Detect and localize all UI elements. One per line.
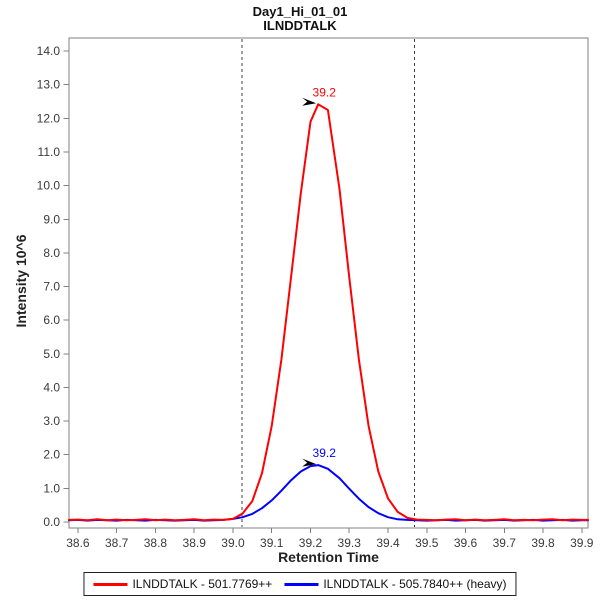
chart-subtitle-peptide: ILNDDTALK: [263, 18, 337, 33]
legend-line-sample-heavy-icon: [284, 582, 319, 586]
y-tick-label: 12.0: [37, 111, 61, 125]
apex-pointer-arrow-icon: [302, 458, 317, 467]
plot-frame: [68, 37, 589, 529]
y-tick-label: 5.0: [43, 347, 60, 361]
apex-retention-time-label[interactable]: 39.2: [313, 85, 337, 99]
legend-item-heavy: ILNDDTALK - 505.7840++ (heavy): [284, 577, 507, 591]
light-chromatogram-curve[interactable]: [68, 103, 589, 522]
y-tick-label: 9.0: [43, 212, 60, 226]
y-tick-label: 8.0: [43, 246, 60, 260]
apex-retention-time-label[interactable]: 39.2: [313, 446, 337, 460]
apex-pointer-arrow-icon: [302, 97, 317, 106]
x-tick-label: 39.7: [493, 536, 517, 550]
x-tick-label: 39.1: [260, 536, 284, 550]
y-tick-label: 14.0: [37, 44, 61, 58]
x-tick-label: 39.6: [454, 536, 478, 550]
legend-line-sample-light-icon: [93, 582, 128, 586]
y-tick-label: 1.0: [43, 481, 60, 495]
y-axis-title: Intensity 10^6: [13, 234, 29, 328]
x-tick-label: 38.6: [66, 536, 90, 550]
x-tick-label: 39.4: [376, 536, 400, 550]
y-tick-label: 0.0: [43, 515, 60, 529]
x-tick-label: 39.9: [570, 536, 594, 550]
y-tick-label: 10.0: [37, 179, 61, 193]
x-tick-label: 38.9: [183, 536, 207, 550]
legend-label-light: ILNDDTALK - 501.7769++: [132, 577, 273, 591]
y-tick-label: 3.0: [43, 414, 60, 428]
chart-title: Day1_Hi_01_01: [252, 4, 348, 19]
y-tick-label: 6.0: [43, 313, 60, 327]
y-tick-label: 4.0: [43, 380, 60, 394]
x-axis-title: Retention Time: [278, 549, 379, 565]
legend: ILNDDTALK - 501.7769++ ILNDDTALK - 505.7…: [83, 572, 517, 596]
x-tick-label: 39.0: [221, 536, 245, 550]
legend-label-heavy: ILNDDTALK - 505.7840++ (heavy): [323, 577, 507, 591]
x-tick-label: 39.8: [531, 536, 555, 550]
x-tick-label: 39.2: [299, 536, 323, 550]
y-tick-label: 7.0: [43, 280, 60, 294]
y-tick-label: 13.0: [37, 78, 61, 92]
y-tick-label: 2.0: [43, 448, 60, 462]
title-block: Day1_Hi_01_01 ILNDDTALK: [0, 5, 600, 33]
y-tick-label: 11.0: [38, 145, 61, 159]
x-tick-label: 38.8: [144, 536, 168, 550]
legend-item-light: ILNDDTALK - 501.7769++: [93, 577, 272, 591]
x-tick-label: 38.7: [105, 536, 129, 550]
x-tick-label: 39.3: [338, 536, 362, 550]
x-tick-label: 39.5: [415, 536, 439, 550]
heavy-chromatogram-curve[interactable]: [68, 464, 589, 522]
